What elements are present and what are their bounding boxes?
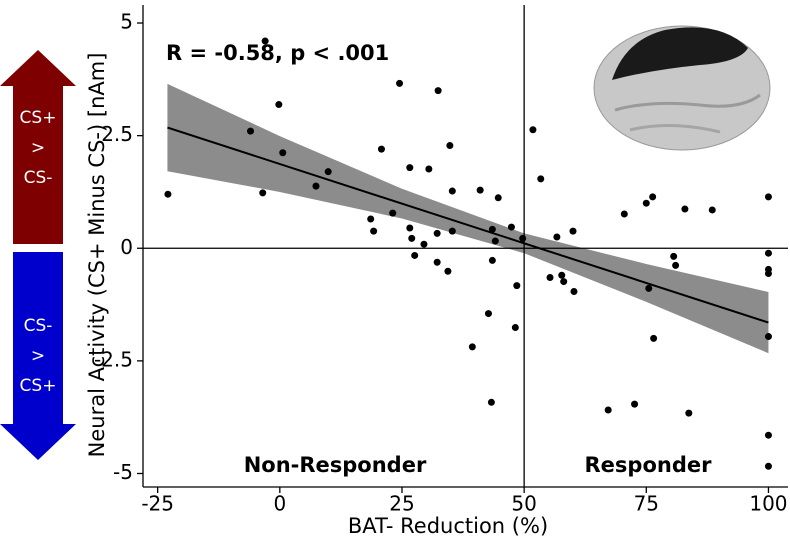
point bbox=[546, 274, 554, 282]
region-label: Responder bbox=[585, 453, 713, 477]
fit-line bbox=[167, 126, 769, 324]
arrow-label: > bbox=[31, 138, 45, 158]
point bbox=[275, 101, 283, 109]
point bbox=[164, 190, 172, 198]
point bbox=[396, 79, 404, 87]
point bbox=[468, 343, 476, 351]
point bbox=[553, 233, 561, 241]
point bbox=[513, 282, 521, 290]
annotation: R = -0.58, p < .001 bbox=[166, 41, 389, 65]
point bbox=[764, 193, 772, 201]
point bbox=[642, 199, 650, 207]
point bbox=[645, 284, 653, 292]
point bbox=[764, 269, 772, 277]
point bbox=[448, 227, 456, 235]
point bbox=[259, 189, 267, 197]
point bbox=[681, 205, 689, 213]
point bbox=[406, 164, 414, 172]
point bbox=[494, 194, 502, 202]
arrow-label: CS+ bbox=[20, 376, 57, 396]
point bbox=[476, 186, 484, 194]
y-axis-label: Neural Activity (CS+ Minus CS-) [nAm] bbox=[85, 53, 109, 458]
point bbox=[411, 251, 419, 259]
point bbox=[569, 227, 577, 235]
y-tick-label: 2.5 bbox=[101, 122, 133, 146]
point bbox=[484, 310, 492, 318]
point bbox=[434, 87, 442, 95]
point bbox=[487, 398, 495, 406]
arrow-label: CS- bbox=[24, 316, 53, 336]
point bbox=[537, 175, 545, 183]
point bbox=[764, 462, 772, 470]
y-tick-label: 0 bbox=[120, 235, 133, 259]
x-tick-label: -25 bbox=[141, 492, 174, 516]
point bbox=[670, 252, 678, 260]
point bbox=[764, 249, 772, 257]
point bbox=[370, 227, 378, 235]
x-tick-label: 75 bbox=[634, 492, 659, 516]
arrow-label: CS- bbox=[24, 168, 53, 188]
point bbox=[420, 240, 428, 248]
point bbox=[279, 149, 287, 157]
region-label: Non-Responder bbox=[244, 453, 427, 477]
point bbox=[511, 324, 519, 332]
point bbox=[247, 127, 254, 135]
point bbox=[377, 145, 385, 153]
confidence-band bbox=[167, 83, 769, 354]
point bbox=[433, 229, 441, 237]
point bbox=[604, 406, 612, 414]
point bbox=[324, 168, 332, 176]
point bbox=[631, 400, 639, 408]
point bbox=[446, 142, 454, 150]
x-tick-label: 100 bbox=[749, 492, 787, 516]
point bbox=[649, 193, 657, 201]
point bbox=[261, 37, 269, 45]
point bbox=[764, 431, 772, 439]
point bbox=[488, 256, 496, 264]
point bbox=[488, 225, 496, 233]
point bbox=[519, 234, 527, 242]
point bbox=[620, 210, 628, 218]
point bbox=[558, 271, 566, 279]
point bbox=[560, 278, 568, 286]
point bbox=[389, 209, 397, 217]
x-tick-label: 25 bbox=[389, 492, 414, 516]
point bbox=[367, 215, 375, 223]
point bbox=[408, 234, 416, 242]
point bbox=[491, 237, 499, 245]
point bbox=[425, 165, 433, 173]
point bbox=[650, 334, 658, 342]
point bbox=[672, 261, 680, 269]
point bbox=[764, 333, 772, 341]
point bbox=[312, 182, 320, 190]
point bbox=[433, 258, 441, 266]
direction-arrow bbox=[0, 252, 76, 460]
arrow-label: CS+ bbox=[20, 108, 57, 128]
y-tick-label: -5 bbox=[113, 460, 133, 484]
point bbox=[406, 224, 414, 232]
x-axis-label: BAT- Reduction (%) bbox=[348, 514, 548, 538]
arrow-label: > bbox=[31, 346, 45, 366]
brain-illustration bbox=[593, 25, 771, 151]
point bbox=[529, 126, 537, 134]
y-tick-label: -2.5 bbox=[94, 347, 133, 371]
x-tick-label: 50 bbox=[511, 492, 536, 516]
point bbox=[507, 223, 515, 231]
point bbox=[708, 206, 716, 214]
point bbox=[444, 267, 452, 275]
direction-arrow bbox=[0, 50, 76, 244]
point bbox=[448, 187, 456, 195]
point bbox=[570, 287, 578, 295]
x-tick-label: 0 bbox=[273, 492, 286, 516]
point bbox=[685, 409, 693, 417]
y-tick-label: 5 bbox=[120, 10, 133, 34]
